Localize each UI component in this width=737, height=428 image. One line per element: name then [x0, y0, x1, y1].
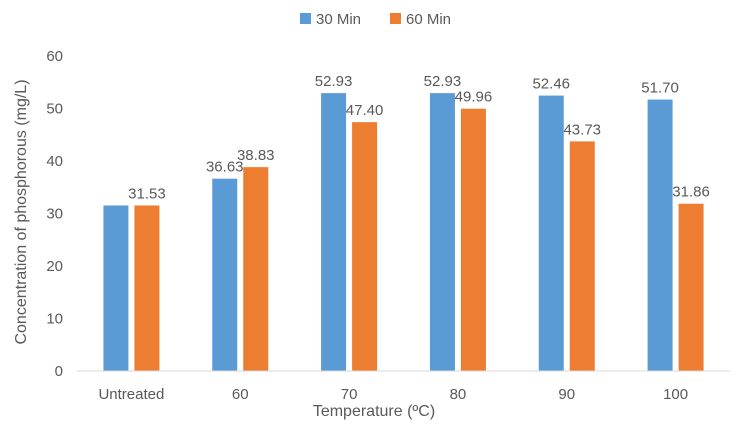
bar-60-min [134, 205, 160, 371]
legend-swatch [390, 13, 401, 24]
category-labels: Untreated 60 70 80 90 100 [98, 386, 688, 403]
bar-30-min [321, 93, 347, 372]
bar-30-min [538, 95, 564, 372]
y-axis-ticks: 0 10 20 30 40 50 60 [46, 48, 63, 380]
legend-swatch [300, 13, 311, 24]
x-tick-label: Untreated [98, 386, 164, 403]
value-label: 31.86 [672, 184, 710, 201]
value-label: 52.93 [424, 73, 462, 90]
bar-30-min [429, 93, 455, 372]
bar-60-min [569, 141, 595, 371]
x-tick-label: 100 [663, 386, 688, 403]
y-tick-label: 40 [46, 153, 63, 170]
y-tick-label: 50 [46, 101, 63, 118]
y-tick-label: 60 [46, 48, 63, 65]
x-tick-label: 60 [232, 386, 249, 403]
y-tick-label: 0 [55, 363, 63, 380]
value-label: 47.40 [346, 102, 384, 119]
bar-60-min [678, 203, 704, 371]
value-labels: 31.5336.6338.8352.9347.4052.9349.9652.46… [128, 73, 710, 202]
legend: 30 Min 60 Min [300, 11, 451, 28]
value-label: 31.53 [128, 185, 166, 202]
y-tick-label: 20 [46, 258, 63, 275]
x-axis-title: Temperature (ºC) [313, 403, 435, 420]
value-label: 52.46 [532, 76, 570, 93]
y-axis-title: Concentration of phosphorous (mg/L) [13, 79, 30, 344]
bar-30-min [647, 99, 673, 371]
value-label: 51.70 [641, 80, 679, 97]
bar-60-min [243, 167, 269, 371]
bars [103, 93, 704, 372]
y-tick-label: 10 [46, 311, 63, 328]
legend-label: 30 Min [316, 11, 361, 28]
value-label: 36.63 [206, 159, 244, 176]
value-label: 43.73 [563, 121, 601, 138]
bar-60-min [352, 122, 378, 372]
x-tick-label: 70 [341, 386, 358, 403]
x-tick-label: 90 [558, 386, 575, 403]
bar-30-min [212, 178, 238, 371]
value-label: 38.83 [237, 147, 275, 164]
x-tick-label: 80 [450, 386, 467, 403]
bar-30-min [103, 205, 129, 371]
value-label: 52.93 [315, 73, 353, 90]
y-tick-label: 30 [46, 206, 63, 223]
legend-label: 60 Min [406, 11, 451, 28]
value-label: 49.96 [455, 89, 493, 106]
bar-60-min [460, 108, 486, 372]
